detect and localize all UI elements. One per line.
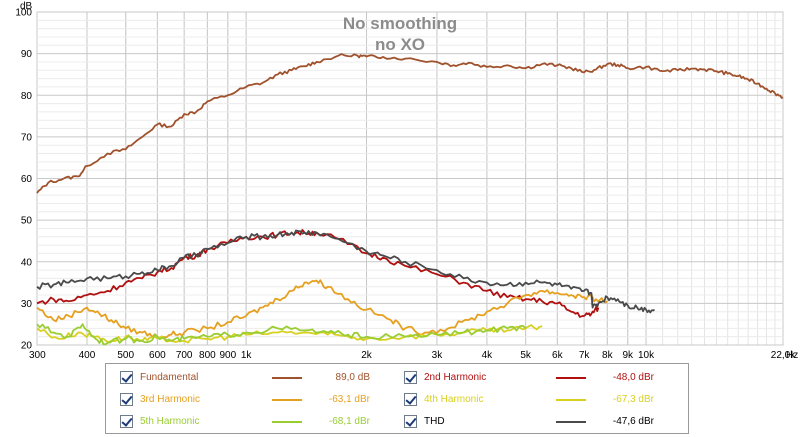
x-tick-labels: 300 400 500 600 700 800 900 1k 2k 3k 4k 5k 6k 7k 8k 9k 1… — [29, 350, 796, 361]
y-tick-label: 100 — [15, 8, 32, 19]
legend-checkbox[interactable] — [404, 415, 417, 428]
legend-checkbox[interactable] — [120, 415, 133, 428]
series-line-5th-harmonic — [36, 323, 527, 346]
x-tick-label: 6k — [552, 350, 564, 361]
y-tick-labels: 20 30 40 50 60 70 80 90 100 — [15, 8, 32, 352]
y-tick-label: 40 — [21, 257, 33, 268]
x-tick-label: 22,0k — [771, 350, 796, 361]
legend-value: -48,0 dBr — [612, 372, 654, 383]
legend-checkbox[interactable] — [404, 393, 417, 406]
legend-item: Fundamental 89,0 dB — [120, 371, 390, 387]
x-tick-label: 800 — [199, 350, 216, 361]
series-line-thd — [36, 229, 656, 314]
x-tick-label: 600 — [149, 350, 166, 361]
series-line-2nd-harmonic — [36, 228, 600, 318]
legend-value: -47,6 dBr — [612, 416, 654, 427]
x-axis-unit: Hz — [786, 350, 798, 361]
legend-label: 2nd Harmonic — [424, 372, 487, 383]
y-tick-label: 20 — [21, 341, 33, 352]
y-tick-label: 30 — [21, 299, 33, 310]
legend-value: -63,1 dBr — [328, 394, 370, 405]
legend-swatch — [272, 377, 302, 379]
x-tick-label: 500 — [117, 350, 134, 361]
y-tick-label: 60 — [21, 174, 33, 185]
y-tick-label: 90 — [21, 49, 33, 60]
legend-item: THD -47,6 dBr — [404, 415, 674, 431]
x-tick-label: 3k — [432, 350, 444, 361]
x-tick-label: 10k — [638, 350, 655, 361]
legend-label: 5th Harmonic — [140, 416, 200, 427]
series-line-3rd-harmonic — [36, 279, 608, 340]
y-tick-label: 70 — [21, 132, 33, 143]
legend-value: -67,3 dBr — [612, 394, 654, 405]
x-tick-label: 300 — [29, 350, 46, 361]
x-tick-label: 1k — [241, 350, 253, 361]
x-tick-label: 4k — [482, 350, 494, 361]
x-tick-label: 9k — [622, 350, 634, 361]
legend-label: 4th Harmonic — [424, 394, 484, 405]
chart-title: No smoothing — [343, 14, 457, 33]
legend-swatch — [556, 377, 586, 379]
y-tick-label: 80 — [21, 91, 33, 102]
x-tick-label: 900 — [219, 350, 236, 361]
legend-checkbox[interactable] — [120, 393, 133, 406]
legend-swatch — [272, 421, 302, 423]
series-line-fundamental — [36, 53, 784, 194]
legend-item: 5th Harmonic -68,1 dBr — [120, 415, 390, 431]
legend-value: 89,0 dB — [335, 372, 370, 383]
legend-value: -68,1 dBr — [328, 416, 370, 427]
legend-label: THD — [424, 416, 445, 427]
x-tick-label: 5k — [520, 350, 532, 361]
legend: Fundamental 89,0 dB 2nd Harmonic -48,0 dBr 3… — [105, 363, 689, 434]
x-tick-label: 700 — [176, 350, 193, 361]
legend-swatch — [272, 399, 302, 401]
legend-swatch — [556, 421, 586, 423]
legend-checkbox[interactable] — [120, 371, 133, 384]
legend-label: 3rd Harmonic — [140, 394, 201, 405]
x-tick-label: 8k — [602, 350, 614, 361]
y-axis-unit: dB — [20, 1, 33, 12]
x-tick-label: 2k — [361, 350, 373, 361]
legend-checkbox[interactable] — [404, 371, 417, 384]
legend-swatch — [556, 399, 586, 401]
legend-item: 4th Harmonic -67,3 dBr — [404, 393, 674, 409]
series-lines — [36, 53, 784, 346]
y-grid — [37, 11, 783, 346]
legend-label: Fundamental — [140, 372, 199, 383]
x-tick-label: 7k — [579, 350, 591, 361]
x-tick-label: 400 — [79, 350, 96, 361]
legend-item: 3rd Harmonic -63,1 dBr — [120, 393, 390, 409]
y-tick-label: 50 — [21, 216, 33, 227]
chart-subtitle: no XO — [375, 35, 425, 54]
legend-item: 2nd Harmonic -48,0 dBr — [404, 371, 674, 387]
